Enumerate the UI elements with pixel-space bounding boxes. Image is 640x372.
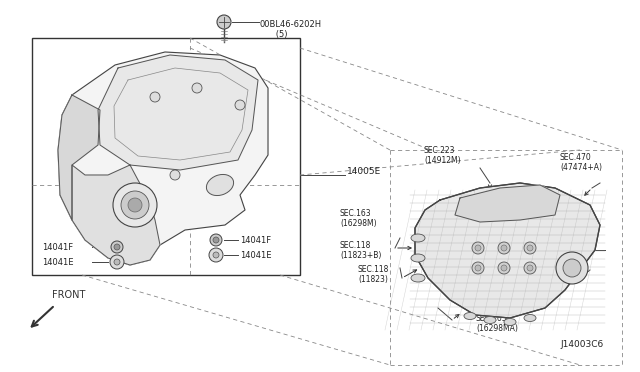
Circle shape bbox=[475, 265, 481, 271]
Bar bbox=[32, 38, 300, 275]
Text: 14013M: 14013M bbox=[538, 224, 572, 233]
Circle shape bbox=[501, 265, 507, 271]
Ellipse shape bbox=[524, 314, 536, 321]
Text: SEC.223
(14912M): SEC.223 (14912M) bbox=[424, 145, 461, 165]
Circle shape bbox=[217, 15, 231, 29]
Ellipse shape bbox=[464, 312, 476, 320]
Circle shape bbox=[114, 244, 120, 250]
Circle shape bbox=[498, 262, 510, 274]
Circle shape bbox=[121, 191, 149, 219]
Circle shape bbox=[114, 259, 120, 265]
Text: 14041E: 14041E bbox=[240, 251, 271, 260]
Polygon shape bbox=[72, 165, 160, 265]
Text: SEC.118
(11823+B): SEC.118 (11823+B) bbox=[340, 241, 381, 260]
Circle shape bbox=[192, 83, 202, 93]
Circle shape bbox=[113, 183, 157, 227]
Circle shape bbox=[472, 262, 484, 274]
Circle shape bbox=[556, 252, 588, 284]
Polygon shape bbox=[58, 95, 100, 220]
Circle shape bbox=[475, 245, 481, 251]
Circle shape bbox=[213, 252, 219, 258]
Circle shape bbox=[210, 234, 222, 246]
Circle shape bbox=[128, 198, 142, 212]
Circle shape bbox=[527, 245, 533, 251]
Ellipse shape bbox=[411, 234, 425, 242]
Circle shape bbox=[501, 245, 507, 251]
Ellipse shape bbox=[207, 174, 234, 196]
Polygon shape bbox=[455, 185, 560, 222]
Ellipse shape bbox=[504, 318, 516, 326]
Polygon shape bbox=[415, 183, 600, 318]
Text: 14005E: 14005E bbox=[347, 167, 381, 176]
Circle shape bbox=[111, 241, 123, 253]
Text: FRONT: FRONT bbox=[52, 290, 85, 300]
Polygon shape bbox=[58, 52, 268, 265]
Text: SEC.163
(16298MA): SEC.163 (16298MA) bbox=[476, 314, 518, 333]
Text: SEC.163
(16298M): SEC.163 (16298M) bbox=[340, 209, 376, 228]
Text: SEC.223
(14912M): SEC.223 (14912M) bbox=[560, 225, 596, 244]
Circle shape bbox=[527, 265, 533, 271]
Circle shape bbox=[150, 92, 160, 102]
Circle shape bbox=[170, 170, 180, 180]
Text: 00BL46-6202H
      (5): 00BL46-6202H (5) bbox=[260, 20, 322, 39]
Circle shape bbox=[498, 242, 510, 254]
Text: 14041F: 14041F bbox=[240, 236, 271, 245]
Circle shape bbox=[524, 262, 536, 274]
Ellipse shape bbox=[411, 274, 425, 282]
Ellipse shape bbox=[484, 317, 496, 324]
Text: J14003C6: J14003C6 bbox=[560, 340, 604, 349]
Circle shape bbox=[209, 248, 223, 262]
Text: 14041E: 14041E bbox=[42, 258, 74, 267]
Circle shape bbox=[563, 259, 581, 277]
Text: 14041F: 14041F bbox=[42, 243, 73, 252]
Circle shape bbox=[524, 242, 536, 254]
Polygon shape bbox=[98, 55, 258, 170]
Text: SEC.118
(11823): SEC.118 (11823) bbox=[358, 264, 389, 284]
Text: SEC.470
(47474+A): SEC.470 (47474+A) bbox=[560, 153, 602, 172]
Circle shape bbox=[110, 255, 124, 269]
Circle shape bbox=[472, 242, 484, 254]
Circle shape bbox=[213, 237, 219, 243]
Circle shape bbox=[235, 100, 245, 110]
Ellipse shape bbox=[411, 254, 425, 262]
